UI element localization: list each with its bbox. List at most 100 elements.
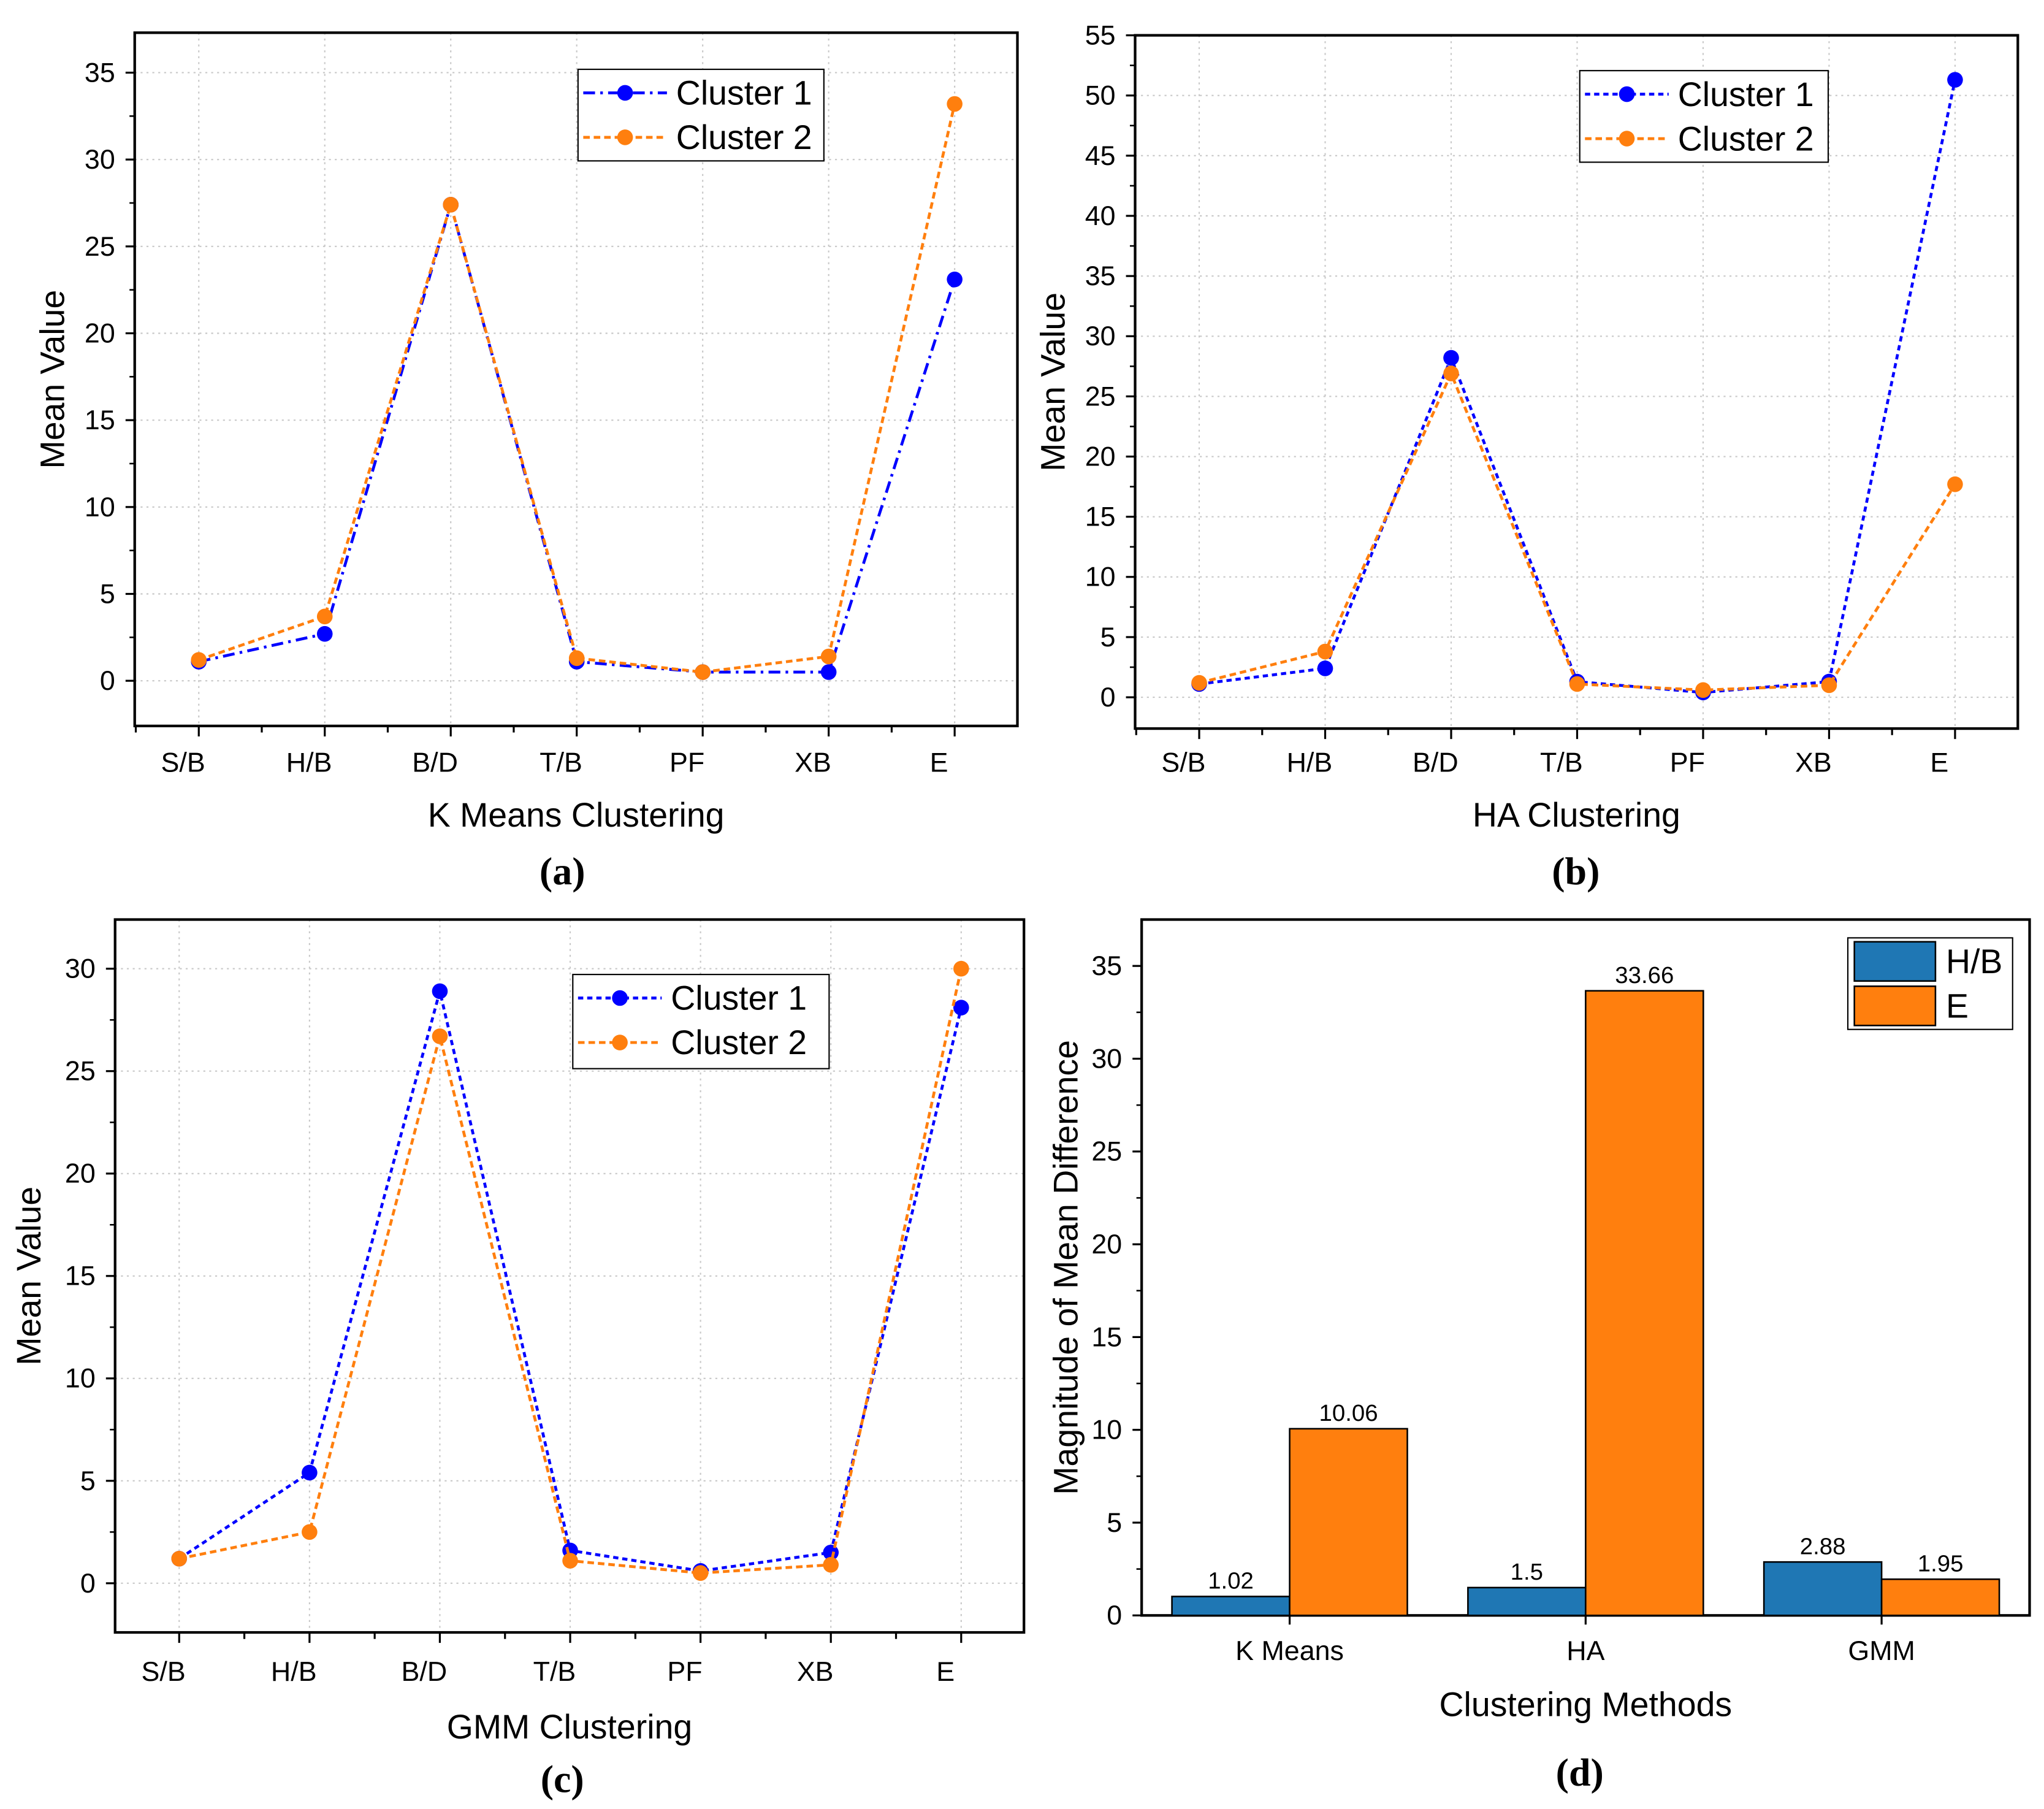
y-tick-label: 45 [1085,140,1116,171]
y-tick-label: 15 [85,405,115,435]
bar-E-1 [1585,990,1704,1616]
y-tick-label: 35 [85,57,115,88]
y-tick-label: 10 [65,1363,96,1394]
legend-marker [612,1035,628,1050]
data-point-series-2 [191,652,207,668]
y-axis-title: Mean Value [1034,293,1072,472]
x-tick-label: XB [795,747,831,778]
x-tick-label: PF [669,747,704,778]
y-tick-label: 30 [1085,321,1116,351]
data-point-series-1 [1317,660,1333,676]
data-point-series-2 [1569,676,1585,692]
x-tick-label: PF [1670,747,1705,778]
y-tick-label: 0 [80,1568,96,1599]
series-line-1 [178,990,963,1573]
y-tick-label: 35 [1085,261,1116,291]
x-tick-label: K Means [1235,1635,1344,1666]
legend-marker [617,85,633,101]
y-tick-label: 30 [65,954,96,984]
data-point-series-2 [692,1565,709,1581]
y-tick-label: 50 [1085,80,1116,111]
x-tick-label: B/D [402,1656,448,1687]
legend-label: E [1946,987,1969,1025]
x-tick-label: T/B [1540,747,1583,778]
legend-box [572,974,830,1069]
data-point-series-2 [1821,677,1837,694]
data-point-series-2 [695,664,711,680]
y-tick-label: 10 [1085,562,1116,592]
x-tick-label: B/D [1413,747,1459,778]
y-tick-label: 25 [65,1056,96,1087]
bar-data-label: 10.06 [1319,1400,1378,1426]
bar-E-2 [1880,1578,2000,1616]
chart-panel-3: 0 5 10 15 20 25 30 35 K Means 1.02 10.06 HA 1.5 33.66… [1047,918,2031,1794]
data-point-series-2 [1317,643,1333,660]
data-point-series-2 [947,96,963,112]
y-tick-label: 15 [65,1261,96,1291]
x-tick-label: H/B [1287,747,1333,778]
x-tick-label: E [930,747,948,778]
data-point-series-2 [1947,476,1963,492]
x-tick-label: E [936,1656,955,1687]
data-point-series-1 [432,983,448,1000]
y-tick-label: 20 [1091,1229,1122,1260]
x-tick-label: GMM [1848,1635,1915,1666]
legend-marker [1619,131,1635,147]
x-tick-label: XB [1795,747,1832,778]
legend-marker [1619,86,1635,102]
x-axis-title: HA Clustering [1473,796,1680,834]
y-tick-label: 10 [1091,1415,1122,1445]
plot-frame [133,31,1019,727]
bar-HB-2 [1763,1561,1883,1616]
y-tick-label: 20 [1085,441,1116,472]
panel-label: (b) [1552,849,1600,893]
x-tick-label: XB [797,1656,834,1687]
legend: H/B E [1847,937,2013,1030]
data-point-series-2 [1695,682,1711,698]
panel-label: (c) [541,1757,584,1800]
legend: Cluster 1 Cluster 2 [1579,70,1829,163]
y-tick-label: 30 [85,144,115,175]
data-point-series-2 [302,1524,318,1540]
y-tick-label: 10 [85,492,115,522]
data-point-series-1 [953,1000,969,1015]
x-tick-label: H/B [271,1656,317,1687]
x-tick-label: S/B [142,1656,186,1687]
y-tick-label: 30 [1091,1043,1122,1074]
data-point-series-1 [947,271,963,288]
x-axis-title: Clustering Methods [1440,1686,1733,1724]
x-tick-label: HA [1566,1635,1604,1666]
legend-box [577,68,825,162]
data-point-series-1 [823,1544,839,1561]
panel-label: (a) [540,849,585,893]
data-point-series-2 [1191,675,1207,691]
y-tick-label: 15 [1091,1321,1122,1352]
y-axis-title: Magnitude of Mean Difference [1047,1040,1085,1495]
y-tick-label: 40 [1085,201,1116,231]
data-point-series-2 [432,1028,448,1044]
y-tick-label: 20 [85,318,115,348]
data-point-series-1 [1947,72,1963,88]
y-tick-label: 0 [1107,1600,1122,1631]
legend-label: H/B [1946,943,2002,981]
chart-panel-0: 0 5 10 15 20 25 30 35 S/B H/B B/D T/B PF XB E K Means C… [34,31,1019,893]
bar-data-label: 1.02 [1208,1568,1254,1594]
x-tick-label: B/D [412,747,458,778]
x-axis-title: K Means Clustering [428,796,725,834]
data-point-series-2 [171,1550,188,1567]
x-tick-label: PF [667,1656,702,1687]
legend-label: Cluster 1 [671,979,807,1017]
data-point-series-2 [443,197,459,213]
y-tick-label: 35 [1091,950,1122,981]
bar-data-label: 1.5 [1511,1559,1543,1585]
y-tick-label: 5 [100,578,115,609]
x-tick-label: E [1930,747,1948,778]
y-tick-label: 55 [1085,20,1116,51]
y-tick-label: 0 [100,665,115,696]
x-tick-label: T/B [533,1656,576,1687]
data-point-series-2 [316,608,333,625]
x-tick-label: H/B [286,747,332,778]
x-tick-label: S/B [1161,747,1205,778]
bar-HB-1 [1467,1586,1587,1616]
